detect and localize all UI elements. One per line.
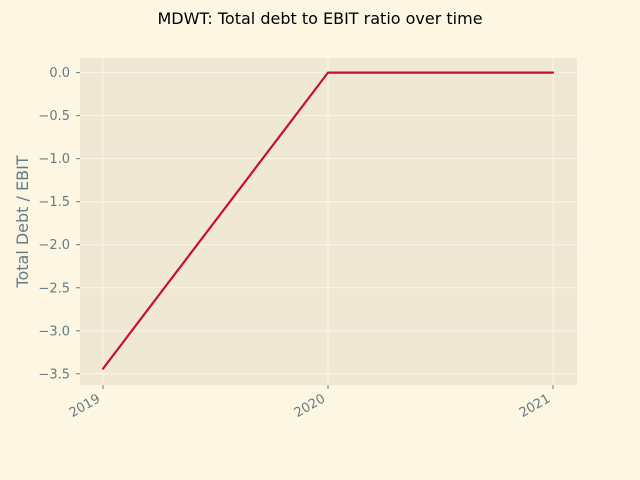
- grid-layer: [80, 58, 577, 385]
- chart-title: MDWT: Total debt to EBIT ratio over time: [157, 9, 482, 28]
- y-tick-label: −3.5: [38, 367, 70, 382]
- y-tick-label: −0.5: [38, 109, 70, 124]
- series-line: [101, 71, 555, 370]
- y-tick-label: 0.0: [49, 66, 70, 81]
- y-tick-label: −2.0: [38, 238, 70, 253]
- y-tick-label: −1.5: [38, 195, 70, 210]
- y-tick-label: −3.0: [38, 324, 70, 339]
- y-tick-label: −2.5: [38, 281, 70, 296]
- series-layer: [101, 71, 555, 370]
- y-tick-label: −1.0: [38, 152, 70, 167]
- y-axis-label: Total Debt / EBIT: [13, 155, 32, 288]
